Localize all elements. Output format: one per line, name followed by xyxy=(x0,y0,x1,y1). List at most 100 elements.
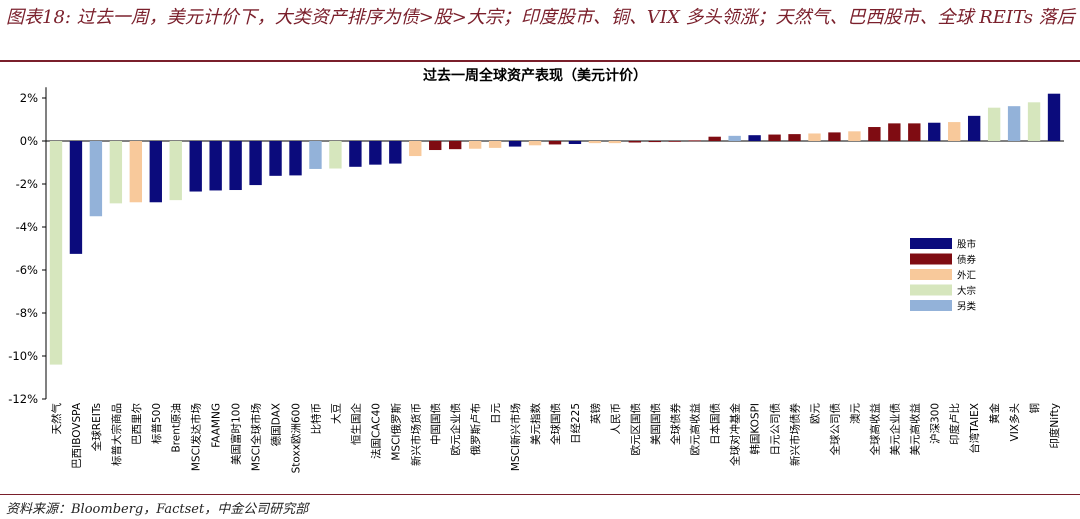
bar xyxy=(468,141,482,149)
category-label: 巴西IBOVSPA xyxy=(71,402,83,469)
source-divider xyxy=(0,494,1080,495)
bar xyxy=(987,107,1001,141)
bar xyxy=(808,133,821,141)
category-label: 美国国债 xyxy=(649,403,662,445)
category-label: 欧元企业债 xyxy=(449,403,462,456)
bar xyxy=(608,141,622,144)
category-label: 巴西里尔 xyxy=(130,403,143,445)
legend-label: 股市 xyxy=(957,239,977,251)
category-label: MSCI全球市场 xyxy=(250,403,263,471)
category-label: 全球债券 xyxy=(669,403,682,445)
y-tick-label: -10% xyxy=(8,349,38,363)
bar xyxy=(488,141,502,148)
bar xyxy=(967,115,981,141)
bar xyxy=(788,134,801,141)
category-labels: 天然气 巴西IBOVSPA 全球REITs 标普大宗商品 巴西里尔 标普500 Brent原… xyxy=(50,402,1061,473)
category-label: 日经225 xyxy=(569,403,582,444)
category-label: 印度卢比 xyxy=(948,403,961,445)
category-label: 美国富时100 xyxy=(230,403,243,465)
category-label: 欧元高收益 xyxy=(689,403,702,456)
category-label: 全球高收益 xyxy=(868,403,881,456)
category-label: 美元指数 xyxy=(529,403,542,445)
category-label: 台湾TAIEX xyxy=(968,403,981,454)
category-label: 欧元区国债 xyxy=(629,403,642,456)
bar xyxy=(209,141,222,191)
category-label: 美元高收益 xyxy=(908,403,921,456)
category-label: 标普大宗商品 xyxy=(110,403,123,466)
legend-swatch xyxy=(910,300,952,311)
category-label: 新兴市场货币 xyxy=(409,403,422,466)
bar xyxy=(888,123,901,141)
bar xyxy=(189,141,202,192)
category-label: VIX多头 xyxy=(1008,403,1021,441)
category-label: 全球公司债 xyxy=(828,403,841,456)
category-label: MSCI新兴市场 xyxy=(509,403,522,471)
category-label: 英镑 xyxy=(589,403,602,424)
category-label: 欧元 xyxy=(809,403,821,424)
bar xyxy=(69,141,83,254)
bar xyxy=(728,135,741,141)
bar xyxy=(628,141,642,143)
bar xyxy=(848,131,861,141)
bar xyxy=(648,141,661,143)
bar xyxy=(89,141,103,217)
category-label: FAAMNG xyxy=(211,403,223,448)
category-label: Stoxx欧洲600 xyxy=(291,403,303,473)
bar xyxy=(1007,106,1021,141)
source-note: 资料来源：Bloomberg，Factset，中金公司研究部 xyxy=(6,502,309,517)
bar xyxy=(748,135,761,141)
category-label: 天然气 xyxy=(50,403,63,435)
bar xyxy=(868,127,881,141)
category-label: MSCI俄罗斯 xyxy=(389,403,402,461)
bar-chart: 过去一周全球资产表现（美元计价） 2% 0% -2% -4% -6% -8% -10% -12… xyxy=(8,67,1064,473)
bar xyxy=(369,141,382,165)
category-label: 新兴市场债券 xyxy=(789,403,802,466)
category-label: 美元企业债 xyxy=(888,403,901,456)
legend-label: 债券 xyxy=(957,254,977,266)
bar xyxy=(349,141,362,167)
legend-swatch xyxy=(910,253,952,265)
category-label: 比特币 xyxy=(309,403,322,435)
category-label: 全球REITs xyxy=(90,403,103,451)
chart-title: 过去一周全球资产表现（美元计价） xyxy=(423,67,647,84)
bar xyxy=(409,141,422,157)
bar xyxy=(49,141,63,365)
bar xyxy=(768,134,781,141)
y-tick-label: -2% xyxy=(16,177,38,191)
legend-label: 大宗 xyxy=(957,285,976,297)
category-label: 人民币 xyxy=(610,403,622,435)
category-label: 全球国债 xyxy=(549,403,562,445)
bar xyxy=(449,141,462,150)
title-divider xyxy=(0,60,1080,62)
category-label: 恒生国企 xyxy=(349,403,362,445)
y-tick-label: -12% xyxy=(8,392,38,406)
bar xyxy=(668,141,681,142)
category-label: 韩国KOSPI xyxy=(749,403,762,455)
bar xyxy=(828,132,841,141)
category-label: 中国国债 xyxy=(429,403,442,445)
bar xyxy=(1027,102,1041,141)
category-label: 沪深300 xyxy=(928,403,941,444)
y-tick-label: -6% xyxy=(16,263,38,277)
bar xyxy=(1047,93,1061,141)
bar xyxy=(249,141,262,186)
category-label: 黄金 xyxy=(988,403,1001,424)
category-label: 俄罗斯卢布 xyxy=(469,403,482,456)
category-label: 全球对冲基金 xyxy=(729,403,742,466)
bar xyxy=(129,141,143,203)
bar xyxy=(269,141,282,176)
category-label: 澳元 xyxy=(848,403,861,424)
y-tick-label: 2% xyxy=(20,91,38,105)
bar xyxy=(708,136,721,141)
category-label: 日元 xyxy=(490,403,502,424)
category-label: 标普500 xyxy=(150,403,163,444)
bar xyxy=(568,141,582,145)
bar xyxy=(309,141,322,169)
bar xyxy=(229,141,242,191)
bar xyxy=(508,141,522,147)
bar xyxy=(588,141,602,144)
bar xyxy=(429,141,442,151)
category-label: 铜 xyxy=(1029,403,1041,414)
figure-title: 图表18: 过去一周，美元计价下，大类资产排序为债>股>大宗；印度股市、铜、VI… xyxy=(6,7,1075,28)
